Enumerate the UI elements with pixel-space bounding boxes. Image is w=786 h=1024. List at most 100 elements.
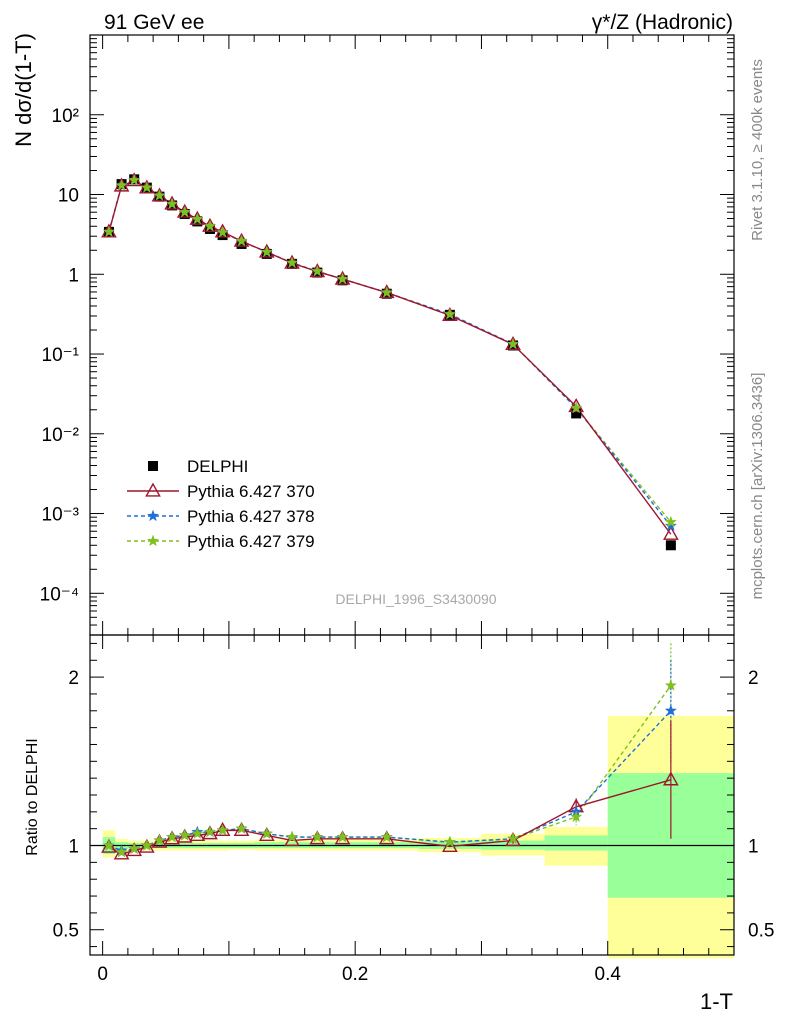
main-marker-3-16 <box>443 307 456 320</box>
ratio-y-tick-label-left: 1 <box>68 837 79 858</box>
ratio-marker-0-19 <box>663 771 679 786</box>
ratio-y-axis-label: Ratio to DELPHI <box>24 738 41 855</box>
main-marker-2-19 <box>664 519 677 532</box>
x-tick-label: 0 <box>97 964 108 985</box>
main-marker-3-13 <box>311 264 324 277</box>
legend-label-3: Pythia 6.427 379 <box>187 532 315 551</box>
legend: DELPHI Pythia 6.427 370 Pythia 6.427 378 Py… <box>127 457 315 551</box>
ratio-marker-0-17 <box>505 832 521 847</box>
ratio-marker-2-6 <box>178 829 191 841</box>
ratio-marker-2-12 <box>285 830 299 843</box>
ratio-marker-0-16 <box>442 837 458 852</box>
data-point-8 <box>204 223 215 234</box>
ratio-y-tick-label-right: 0.5 <box>748 921 774 942</box>
ratio-marker-2-7 <box>191 827 204 839</box>
main-series <box>101 172 679 551</box>
ratio-line-1 <box>108 710 672 852</box>
main-marker-3-7 <box>191 212 204 225</box>
ratio-band-inner-7 <box>544 835 608 851</box>
main-y-tick-label: 10² <box>52 106 79 127</box>
main-marker-3-5 <box>166 197 179 210</box>
rivet-label: Rivet 3.1.10, ≥ 400k events <box>749 59 766 241</box>
data-point-19 <box>665 540 676 551</box>
main-y-tick-label: 1 <box>68 265 79 286</box>
ratio-marker-2-10 <box>235 822 248 834</box>
main-marker-3-15 <box>380 286 393 298</box>
ratio-marker-2-11 <box>260 827 273 839</box>
main-marker-3-18 <box>570 401 583 414</box>
x-tick-label: 0.4 <box>595 964 622 985</box>
ratio-marker-0-14 <box>334 830 351 845</box>
main-y-tick-label: 10⁻¹ <box>42 345 80 366</box>
ratio-marker-0-2 <box>126 842 143 857</box>
ratio-marker-2-17 <box>506 832 520 844</box>
ratio-marker-1-19 <box>664 704 677 716</box>
main-marker-3-11 <box>260 245 273 258</box>
ratio-bands <box>102 715 734 959</box>
ratio-marker-2-16 <box>443 835 456 848</box>
main-y-axis-label: N dσ/d(1-T) <box>11 33 36 147</box>
main-marker-3-4 <box>153 189 166 201</box>
main-y-tick-label: 10⁻⁴ <box>40 584 79 605</box>
ratio-marker-0-15 <box>378 830 395 845</box>
ratio-marker-0-4 <box>151 833 168 848</box>
main-marker-3-9 <box>216 226 229 238</box>
ratio-y-tick-label-left: 2 <box>68 668 79 689</box>
main-marker-1-19 <box>663 525 679 540</box>
data-point-9 <box>217 230 228 241</box>
main-marker-1-18 <box>568 398 585 413</box>
main-marker-3-17 <box>506 337 520 350</box>
main-marker-3-3 <box>140 181 153 193</box>
ratio-marker-0-0 <box>101 838 117 853</box>
ratio-marker-0-13 <box>309 830 326 845</box>
ratio-marker-2-0 <box>102 839 116 851</box>
ratio-marker-0-7 <box>189 826 206 842</box>
tick-labels: 10⁻⁴ 10⁻³ 10⁻² 10⁻¹ 1 10 10² 0.5 0.5 1 1 2 2 0 0.2 0.4 <box>40 106 775 985</box>
legend-label-1: Pythia 6.427 370 <box>187 482 315 501</box>
legend-marker-3 <box>146 534 160 547</box>
data-point-10 <box>236 238 247 249</box>
ratio-marker-0-5 <box>164 830 180 845</box>
legend-marker-2 <box>146 509 160 522</box>
main-marker-3-6 <box>178 205 191 218</box>
main-marker-3-19 <box>664 515 677 528</box>
ratio-marker-2-4 <box>153 834 166 846</box>
legend-marker-0 <box>148 461 158 471</box>
right-title: γ*/Z (Hadronic) <box>592 11 733 34</box>
ratio-marker-2-5 <box>166 830 179 843</box>
main-marker-3-12 <box>285 256 299 269</box>
ratio-series <box>101 643 679 860</box>
main-marker-3-2 <box>128 173 141 186</box>
ratio-marker-0-10 <box>233 821 250 836</box>
main-y-tick-label: 10⁻³ <box>42 505 80 526</box>
axis-ticks <box>90 35 735 955</box>
main-marker-3-10 <box>235 234 248 247</box>
left-title: 91 GeV ee <box>104 11 204 34</box>
ratio-marker-2-15 <box>380 830 393 843</box>
ratio-y-tick-label-left: 0.5 <box>53 921 79 942</box>
ratio-marker-2-19 <box>664 679 677 691</box>
ratio-marker-2-13 <box>311 830 324 843</box>
legend-marker-1 <box>145 482 161 497</box>
main-marker-3-8 <box>203 219 217 232</box>
ratio-marker-2-2 <box>128 842 141 855</box>
ratio-marker-2-18 <box>570 810 583 823</box>
x-tick-label: 0.2 <box>342 964 368 985</box>
ratio-marker-0-3 <box>138 838 155 853</box>
ratio-marker-0-8 <box>202 825 218 840</box>
ratio-y-tick-label-right: 2 <box>748 668 759 689</box>
legend-label-2: Pythia 6.427 378 <box>187 507 315 526</box>
ratio-marker-2-9 <box>216 823 229 836</box>
main-marker-3-0 <box>102 225 116 238</box>
analysis-label: DELPHI_1996_S3430090 <box>335 591 496 607</box>
mcplots-label: mcplots.cern.ch [arXiv:1306.3436] <box>749 373 766 600</box>
ratio-marker-2-3 <box>140 839 153 851</box>
ratio-y-tick-label-right: 1 <box>748 837 759 858</box>
ratio-marker-2-8 <box>203 825 217 838</box>
ratio-marker-2-1 <box>115 845 128 858</box>
ratio-marker-0-6 <box>176 828 193 843</box>
ratio-marker-2-14 <box>336 830 349 843</box>
ratio-marker-0-12 <box>284 832 300 847</box>
ratio-marker-0-11 <box>258 826 275 842</box>
